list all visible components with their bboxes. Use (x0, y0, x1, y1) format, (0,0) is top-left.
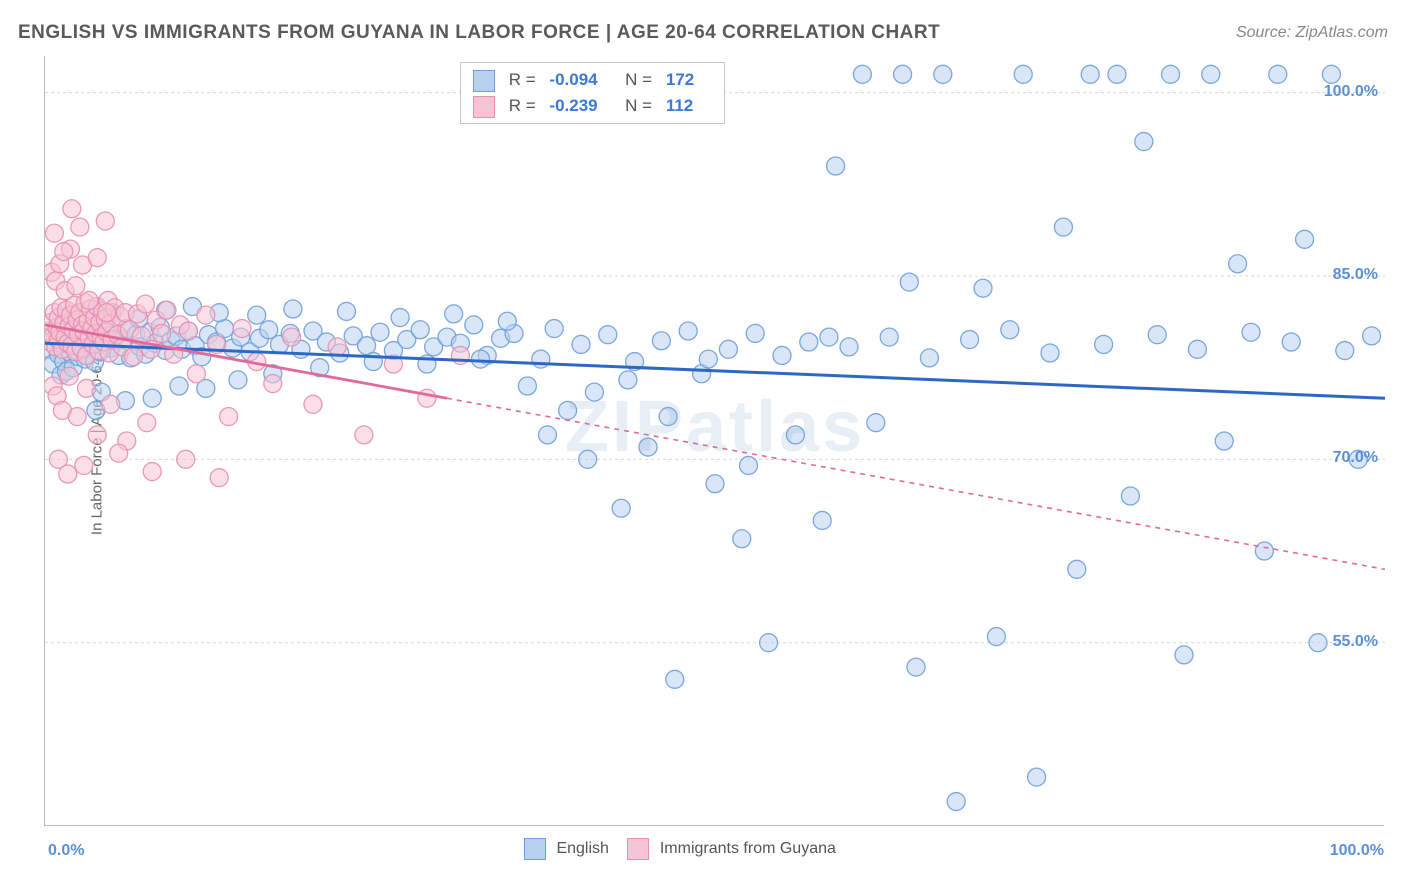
chart-title: ENGLISH VS IMMIGRANTS FROM GUYANA IN LAB… (18, 22, 940, 44)
n-label: N = (625, 70, 652, 89)
swatch-english (473, 70, 495, 92)
r-label: R = (509, 70, 536, 89)
swatch-guyana (473, 96, 495, 118)
r-value-english: -0.094 (549, 67, 611, 93)
bottom-legend: English Immigrants from Guyana (510, 838, 836, 860)
r-label: R = (509, 96, 536, 115)
y-tick-label: 85.0% (1333, 266, 1378, 284)
stats-row-guyana: R = -0.239 N = 112 (473, 93, 712, 119)
stats-row-english: R = -0.094 N = 172 (473, 67, 712, 93)
chart-container: ENGLISH VS IMMIGRANTS FROM GUYANA IN LAB… (0, 0, 1406, 892)
legend-swatch-english (524, 838, 546, 860)
y-tick-label: 100.0% (1324, 83, 1378, 101)
r-value-guyana: -0.239 (549, 93, 611, 119)
plot-area: ZIPatlas (44, 56, 1384, 826)
x-tick-label-max: 100.0% (1330, 842, 1384, 860)
n-label: N = (625, 96, 652, 115)
legend-label-english: English (556, 840, 608, 857)
n-value-guyana: 112 (666, 93, 706, 119)
legend-label-guyana: Immigrants from Guyana (660, 840, 836, 857)
y-tick-label: 70.0% (1333, 449, 1378, 467)
correlation-stats-box: R = -0.094 N = 172 R = -0.239 N = 112 (460, 62, 725, 124)
legend-swatch-guyana (627, 838, 649, 860)
n-value-english: 172 (666, 67, 706, 93)
y-tick-label: 55.0% (1333, 633, 1378, 651)
plot-svg (45, 56, 1385, 826)
source-label: Source: ZipAtlas.com (1236, 24, 1388, 42)
x-tick-label-min: 0.0% (48, 842, 84, 860)
